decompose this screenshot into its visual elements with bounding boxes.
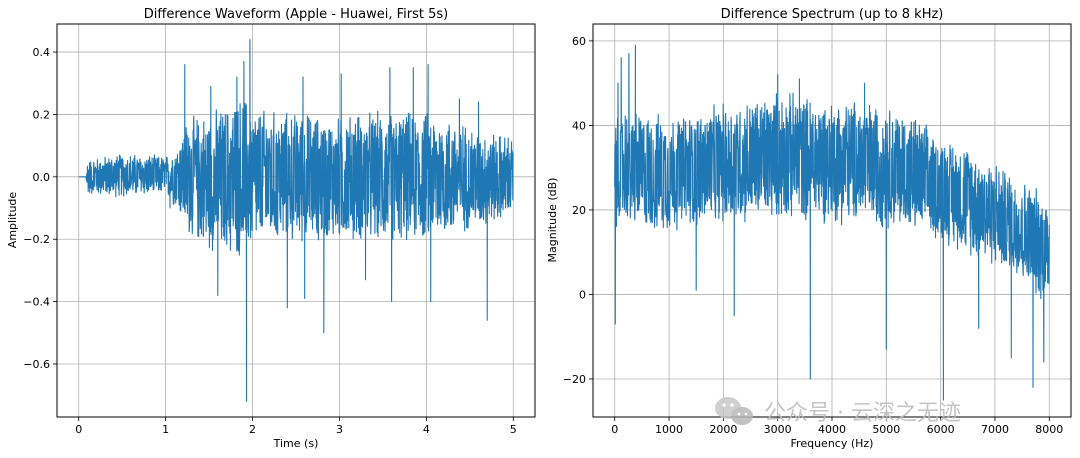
spectrum-series [614, 44, 1050, 401]
spectrum-grid [593, 24, 1071, 417]
y-tick-label: 60 [572, 35, 586, 48]
x-tick-label: 2 [249, 423, 256, 436]
x-tick-label: 3 [336, 423, 343, 436]
y-tick-label: −0.2 [23, 233, 50, 246]
x-tick-label: 2000 [709, 423, 737, 436]
y-tick-label: 0 [579, 288, 586, 301]
x-tick-label: 4000 [818, 423, 846, 436]
x-tick-label: 6000 [927, 423, 955, 436]
x-tick-label: 1 [162, 423, 169, 436]
spectrum-axes-frame [592, 23, 1072, 418]
x-tick-label: 8000 [1035, 423, 1063, 436]
x-tick-label: 7000 [981, 423, 1009, 436]
y-tick-label: −0.6 [23, 358, 50, 371]
x-tick-label: 1000 [655, 423, 683, 436]
wechat-icon [715, 397, 753, 425]
y-tick-label: 0.4 [33, 46, 51, 59]
watermark-text: 公众号 · 云深之无迹 [764, 401, 961, 426]
waveform-ticks: 0 1 2 3 4 5 −0.6 −0.4 −0.2 0.0 0.2 0.4 [23, 46, 516, 436]
watermark: 公众号 · 云深之无迹 [715, 397, 961, 426]
waveform-series [78, 39, 514, 402]
spectrum-xlabel: Frequency (Hz) [791, 437, 874, 450]
waveform-axes-frame [56, 23, 536, 418]
x-tick-label: 5 [510, 423, 517, 436]
x-tick-label: 3000 [764, 423, 792, 436]
spectrum-title: Difference Spectrum (up to 8 kHz) [721, 7, 944, 22]
series-line [614, 44, 1050, 401]
x-tick-label: 5000 [872, 423, 900, 436]
waveform-chart: Difference Waveform (Apple - Huawei, Fir… [6, 7, 536, 450]
x-tick-label: 0 [75, 423, 82, 436]
spectrum-ticks: 0 1000 2000 3000 4000 5000 6000 7000 8000 −20 0 20 4… [563, 35, 1063, 436]
y-tick-label: 0.2 [33, 108, 51, 121]
spectrum-ylabel: Magnitude (dB) [546, 178, 559, 263]
y-tick-label: 40 [572, 119, 586, 132]
y-tick-label: −0.4 [23, 296, 50, 309]
x-tick-label: 0 [611, 423, 618, 436]
waveform-ylabel: Amplitude [6, 192, 19, 249]
series-line [78, 39, 514, 402]
y-tick-label: −20 [563, 373, 586, 386]
y-tick-label: 20 [572, 204, 586, 217]
spectrum-chart: Difference Spectrum (up to 8 kHz) 0 1000 2… [546, 7, 1072, 450]
waveform-xlabel: Time (s) [273, 437, 319, 450]
y-tick-label: 0.0 [33, 171, 51, 184]
x-tick-label: 4 [423, 423, 430, 436]
waveform-title: Difference Waveform (Apple - Huawei, Fir… [144, 7, 448, 22]
